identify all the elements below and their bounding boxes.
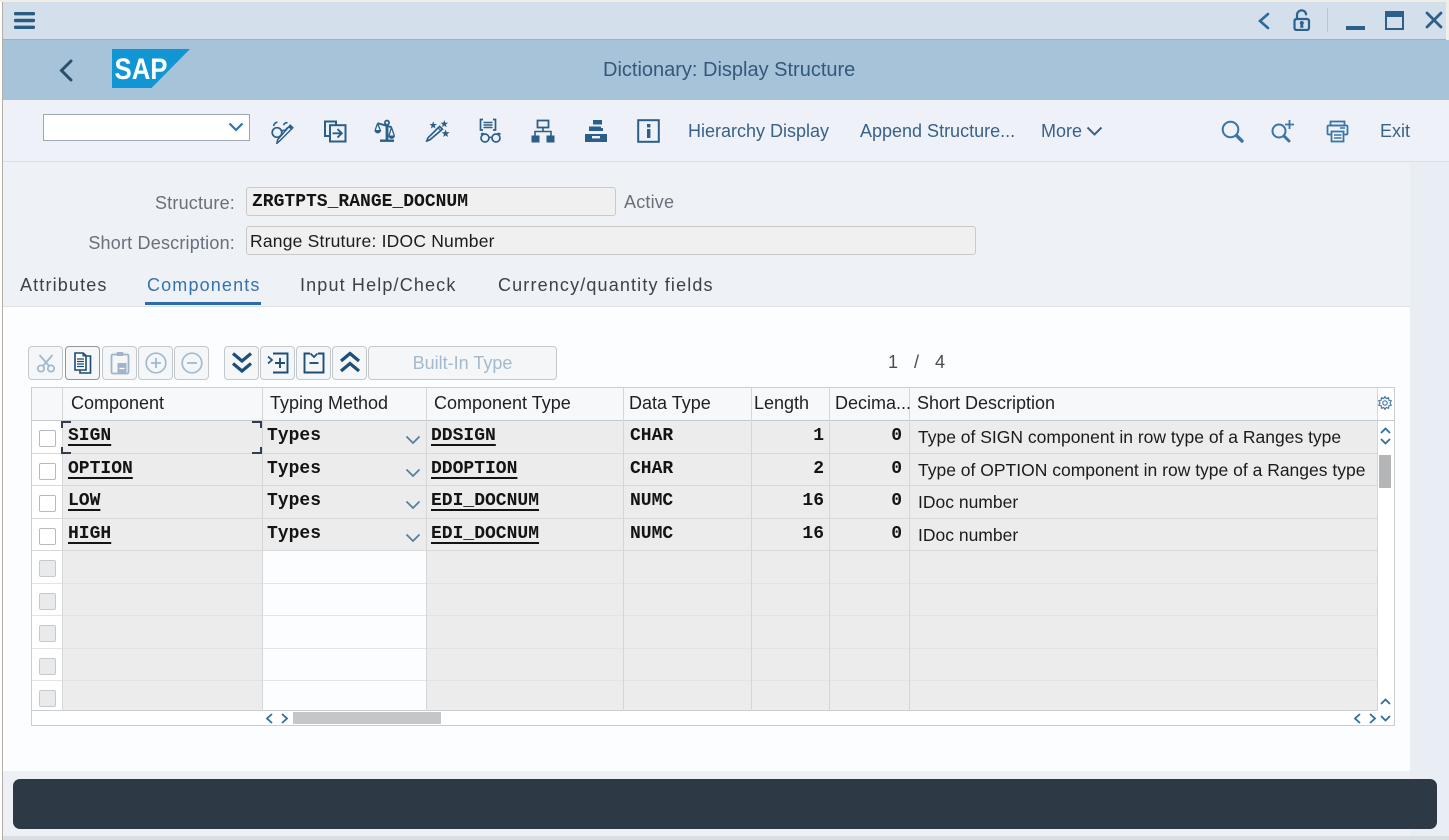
svg-text:SAP: SAP bbox=[115, 53, 168, 86]
